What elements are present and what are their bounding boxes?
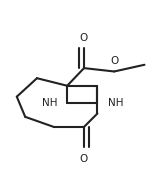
Text: O: O (80, 154, 88, 164)
Text: NH: NH (42, 97, 57, 108)
Text: O: O (110, 56, 118, 66)
Text: NH: NH (108, 97, 123, 108)
Text: O: O (80, 33, 88, 43)
